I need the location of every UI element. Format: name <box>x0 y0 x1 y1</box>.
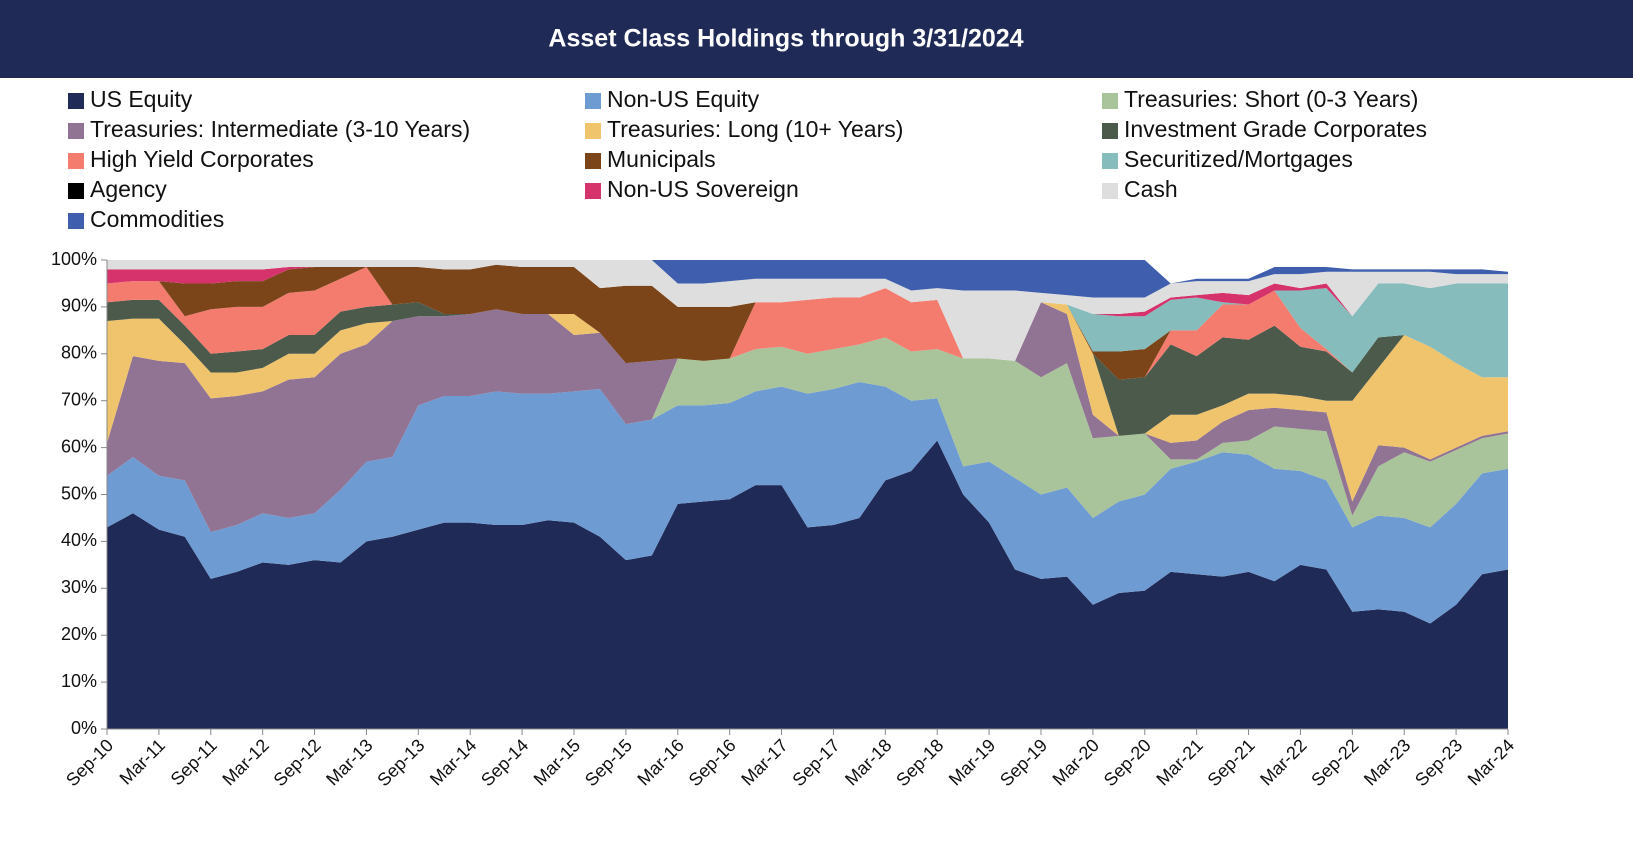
area <box>107 299 1508 436</box>
y-tick-label: 90% <box>61 296 97 316</box>
x-tick-label: Sep-23 <box>1411 735 1466 790</box>
y-tick-label: 60% <box>61 436 97 456</box>
legend-swatch <box>585 183 601 199</box>
x-tick-label: Sep-20 <box>1100 735 1155 790</box>
legend-swatch <box>68 153 84 169</box>
legend-swatch <box>585 153 601 169</box>
y-tick-label: 30% <box>61 577 97 597</box>
legend-label: Non-US Sovereign <box>607 176 799 202</box>
chart-title: Asset Class Holdings through 3/31/2024 <box>548 25 1023 53</box>
y-tick-label: 80% <box>61 343 97 363</box>
x-tick-label: Mar-24 <box>1464 735 1518 789</box>
area <box>107 264 1508 380</box>
y-tick-label: 0% <box>71 718 97 738</box>
x-tick-label: Sep-18 <box>892 735 947 790</box>
x-tick-label: Sep-13 <box>373 735 428 790</box>
x-tick-label: Sep-11 <box>167 735 221 789</box>
x-tick-label: Mar-17 <box>737 735 791 789</box>
y-tick-label: 100% <box>51 249 97 269</box>
area <box>107 440 1508 729</box>
x-tick-label: Mar-12 <box>218 735 272 789</box>
x-tick-label: Mar-11 <box>116 735 170 789</box>
area <box>107 264 1508 361</box>
legend-label: Municipals <box>607 146 716 172</box>
x-tick-label: Mar-19 <box>945 735 999 789</box>
legend-swatch <box>1102 93 1118 109</box>
area <box>107 337 1508 533</box>
x-tick-label: Sep-10 <box>62 735 117 790</box>
legend-swatch <box>68 213 84 229</box>
x-tick-label: Sep-22 <box>1307 735 1362 790</box>
y-tick-label: 70% <box>61 389 97 409</box>
legend-label: Agency <box>90 176 167 202</box>
x-tick-label: Sep-15 <box>581 735 636 790</box>
area <box>107 381 1508 624</box>
area <box>107 260 1508 361</box>
legend-swatch <box>585 123 601 139</box>
y-tick-label: 20% <box>61 624 97 644</box>
area <box>107 267 1508 380</box>
header-bar <box>0 0 1633 78</box>
legend-swatch <box>68 183 84 199</box>
legend-swatch <box>68 93 84 109</box>
legend-swatch <box>585 93 601 109</box>
y-tick-label: 40% <box>61 530 97 550</box>
x-tick-label: Mar-21 <box>1152 735 1206 789</box>
x-tick-label: Sep-21 <box>1204 735 1259 790</box>
y-tick-label: 10% <box>61 671 97 691</box>
legend-label: US Equity <box>90 86 193 112</box>
legend-label: Non-US Equity <box>607 86 760 112</box>
legend-label: Cash <box>1124 176 1178 202</box>
x-tick-label: Sep-14 <box>477 735 532 790</box>
legend-label: Treasuries: Intermediate (3-10 Years) <box>90 116 470 142</box>
x-tick-label: Mar-14 <box>426 735 480 789</box>
y-tick-label: 50% <box>61 483 97 503</box>
x-tick-label: Sep-12 <box>270 735 325 790</box>
legend-label: Investment Grade Corporates <box>1124 116 1427 142</box>
x-tick-label: Mar-16 <box>634 735 688 789</box>
area <box>107 302 1508 533</box>
legend-label: Treasuries: Short (0-3 Years) <box>1124 86 1418 112</box>
x-tick-label: Sep-16 <box>685 735 740 790</box>
legend-label: Treasuries: Long (10+ Years) <box>607 116 903 142</box>
x-tick-label: Sep-19 <box>996 735 1051 790</box>
x-tick-label: Mar-23 <box>1360 735 1414 789</box>
x-tick-label: Mar-18 <box>841 735 895 789</box>
area <box>107 260 1508 298</box>
x-tick-label: Mar-22 <box>1256 735 1310 789</box>
x-tick-label: Mar-13 <box>322 735 376 789</box>
legend-label: Securitized/Mortgages <box>1124 146 1353 172</box>
legend-label: Commodities <box>90 206 224 232</box>
legend-swatch <box>1102 153 1118 169</box>
legend-swatch <box>68 123 84 139</box>
x-tick-label: Mar-20 <box>1049 735 1103 789</box>
legend-swatch <box>1102 123 1118 139</box>
legend-swatch <box>1102 183 1118 199</box>
x-tick-label: Sep-17 <box>788 735 843 790</box>
x-tick-label: Mar-15 <box>530 735 584 789</box>
legend-label: High Yield Corporates <box>90 146 314 172</box>
